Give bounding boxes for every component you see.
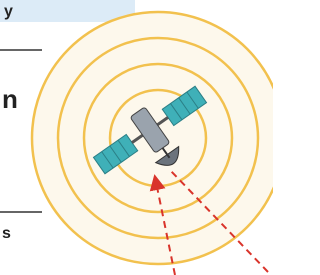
fragment-top: y <box>4 3 13 20</box>
page: y n s (() => { const data = JSON.parse(d… <box>0 0 320 275</box>
fragment-bottom: s <box>2 225 11 242</box>
fragment-middle: n <box>2 84 18 114</box>
illustration: y n s <box>0 0 273 275</box>
